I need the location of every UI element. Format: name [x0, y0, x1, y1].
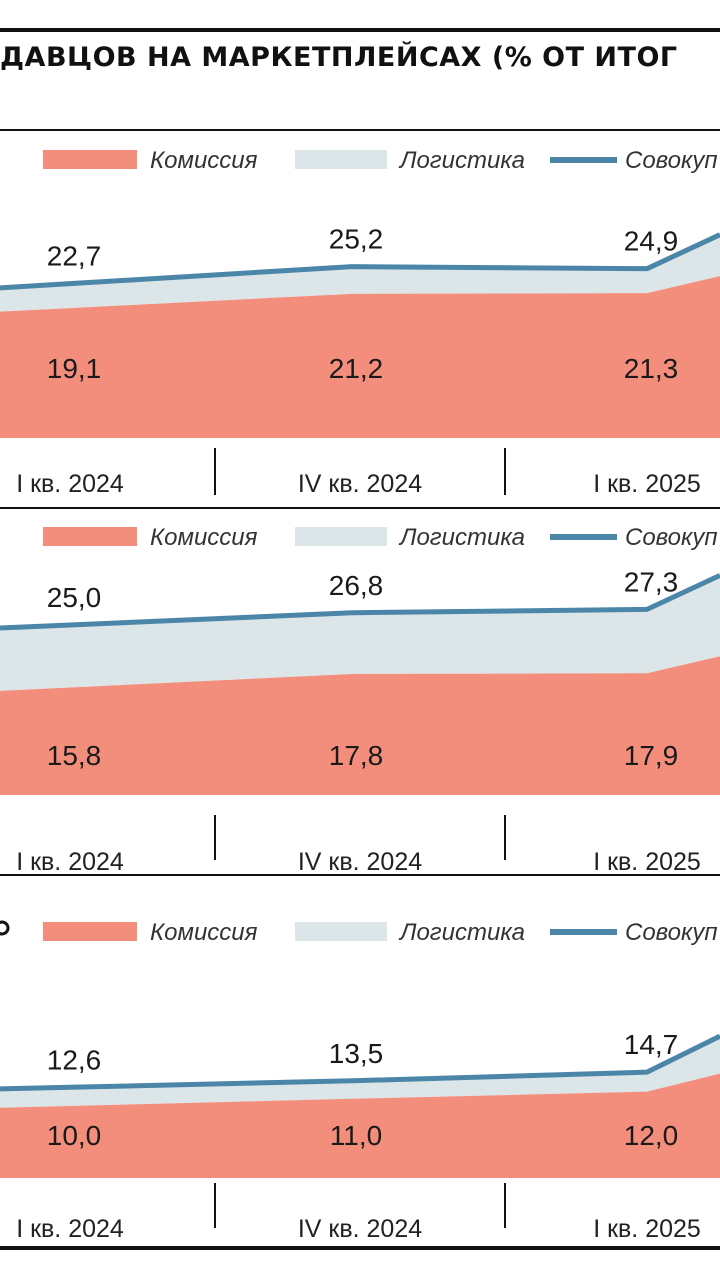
x-tick-label: IV кв. 2024	[298, 848, 422, 876]
legend-label-commission: Комиссия	[150, 524, 258, 551]
legend-swatch-logistics	[295, 527, 387, 546]
area-logistics	[0, 234, 720, 312]
data-label-commission: 17,9	[624, 740, 679, 771]
data-label-commission: 19,1	[47, 353, 102, 384]
x-tick-label: I кв. 2024	[16, 848, 124, 876]
data-label-commission: 15,8	[47, 740, 102, 771]
data-label-commission: 12,0	[624, 1120, 679, 1151]
legend-label-logistics: Логистика	[398, 524, 525, 551]
data-label-commission: 21,2	[329, 353, 384, 384]
data-label-commission: 17,8	[329, 740, 384, 771]
area-commission	[0, 656, 720, 795]
legend-label-total: Совокуп	[625, 147, 718, 174]
legend-label-commission: Комиссия	[150, 919, 258, 946]
line-total	[0, 573, 720, 631]
data-label-total: 13,5	[329, 1038, 384, 1069]
data-label-total: 25,0	[47, 582, 102, 613]
chart-title: ДАВЦОВ НА МАРКЕТПЛЕЙСАХ (% ОТ ИТОГ	[0, 42, 678, 73]
line-total	[0, 232, 720, 291]
data-label-total: 22,7	[47, 241, 102, 272]
data-label-total: 14,7	[624, 1029, 679, 1060]
x-tick-label: I кв. 2025	[593, 848, 701, 876]
area-commission	[0, 1073, 720, 1178]
legend-swatch-commission	[43, 150, 137, 169]
legend-swatch-commission	[43, 527, 137, 546]
data-label-commission: 21,3	[624, 353, 679, 384]
legend-swatch-logistics	[295, 922, 387, 941]
legend-label-total: Совокуп	[625, 919, 718, 946]
x-tick-label: IV кв. 2024	[298, 470, 422, 498]
data-label-total: 24,9	[624, 226, 679, 257]
legend-label-logistics: Логистика	[398, 919, 525, 946]
area-logistics	[0, 1036, 720, 1108]
x-tick-label: I кв. 2024	[16, 470, 124, 498]
area-commission	[0, 276, 720, 438]
data-label-total: 25,2	[329, 224, 384, 255]
x-tick-label: I кв. 2024	[16, 1215, 124, 1243]
data-label-commission: 10,0	[47, 1120, 102, 1151]
partial-logo-icon	[0, 920, 10, 936]
legend-label-total: Совокуп	[625, 524, 718, 551]
x-tick-label: I кв. 2025	[593, 1215, 701, 1243]
legend-swatch-commission	[43, 922, 137, 941]
legend-label-commission: Комиссия	[150, 147, 258, 174]
data-label-total: 12,6	[47, 1044, 102, 1075]
legend-label-logistics: Логистика	[398, 147, 525, 174]
x-tick-label: IV кв. 2024	[298, 1215, 422, 1243]
legend-swatch-logistics	[295, 150, 387, 169]
data-label-commission: 11,0	[330, 1120, 382, 1151]
data-label-total: 26,8	[329, 570, 384, 601]
area-logistics	[0, 575, 720, 691]
x-tick-label: I кв. 2025	[593, 470, 701, 498]
line-total	[0, 1033, 720, 1092]
data-label-total: 27,3	[624, 566, 679, 597]
